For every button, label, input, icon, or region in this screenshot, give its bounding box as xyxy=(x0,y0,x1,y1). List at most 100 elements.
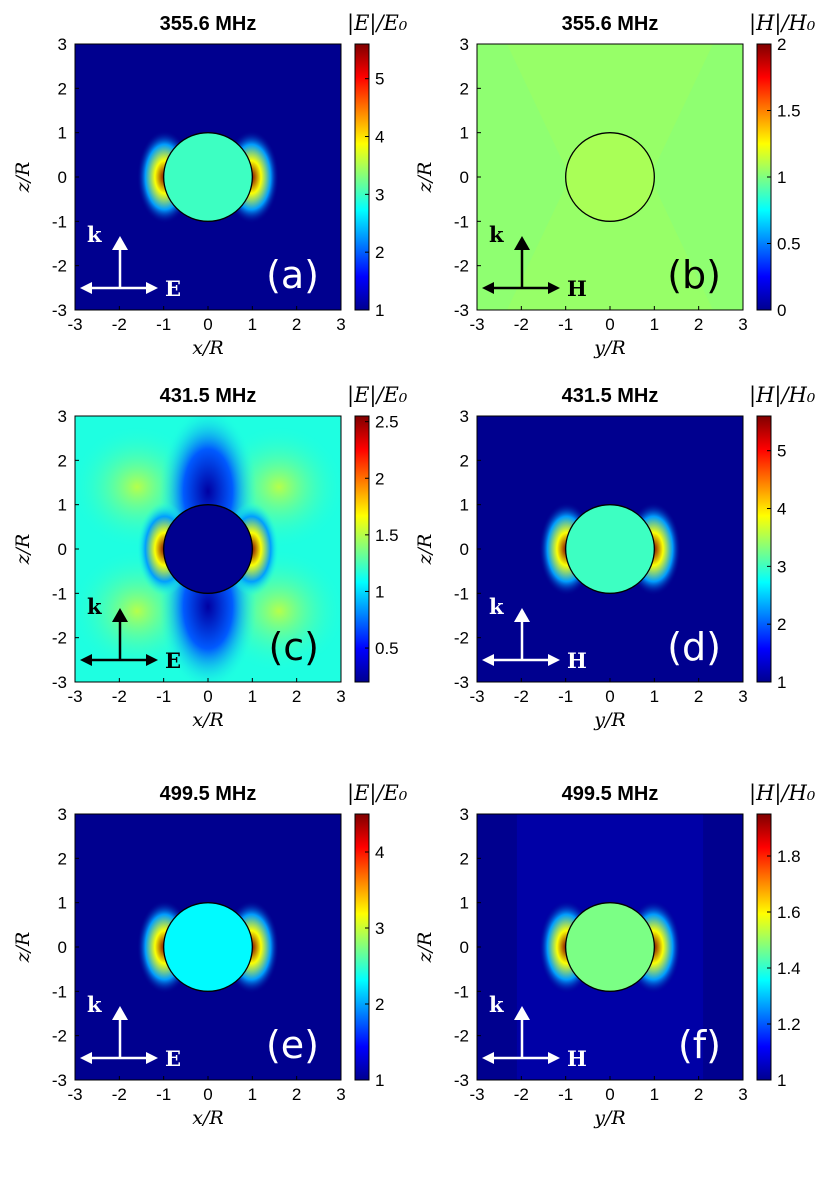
y-tick-label: 0 xyxy=(460,938,469,957)
panel-letter: (e) xyxy=(266,1023,319,1067)
x-tick-label: 2 xyxy=(694,687,703,706)
colorbar-tick-label: 1 xyxy=(777,673,786,692)
panel-letter: (c) xyxy=(268,625,319,669)
panel-letter: (a) xyxy=(266,253,319,297)
x-tick-label: 3 xyxy=(336,687,345,706)
colorbar-tick-label: 5 xyxy=(375,70,384,89)
panel-letter: (b) xyxy=(667,253,721,297)
x-tick-label: -2 xyxy=(112,1085,127,1104)
y-tick-label: 1 xyxy=(58,894,67,913)
colorbar-tick-label: 1 xyxy=(777,168,786,187)
y-tick-label: 2 xyxy=(460,79,469,98)
x-tick-label: -3 xyxy=(67,687,82,706)
field-arrow-head-left xyxy=(80,1052,92,1064)
direction-arrows: kE xyxy=(80,222,181,301)
y-tick-label: 3 xyxy=(460,35,469,54)
x-tick-label: 0 xyxy=(203,315,212,334)
y-tick-label: -1 xyxy=(52,584,67,603)
colorbar-tick-label: 4 xyxy=(375,128,384,147)
colorbar-quantity: |H|/H₀ xyxy=(749,383,816,408)
panel-title: 355.6 MHz xyxy=(160,13,257,35)
x-axis-label: y/R xyxy=(593,709,625,731)
y-axis-label: z/R xyxy=(414,534,436,566)
x-tick-label: 2 xyxy=(694,315,703,334)
y-tick-label: 0 xyxy=(460,168,469,187)
colorbar xyxy=(756,813,772,1081)
x-tick-label: -1 xyxy=(558,687,573,706)
panel-c: -3 -2 -1 0 1 2 3 3 2 1 0 -1 -2 -3 431.5 MHz |E|/E₀ x/R z/… xyxy=(12,383,408,731)
field-label: H xyxy=(567,276,587,301)
colorbar-tick-label: 0.5 xyxy=(375,639,399,658)
k-arrow-head xyxy=(514,1006,530,1020)
colorbar-tick-label: 1 xyxy=(777,1071,786,1090)
sphere-outline xyxy=(565,902,655,992)
colorbar-tick-label: 5 xyxy=(777,442,786,461)
x-tick-label: 3 xyxy=(336,315,345,334)
panel-b: -3 -2 -1 0 1 2 3 3 2 1 0 -1 -2 -3 355.6 MHz |H|/H₀ y/R z/… xyxy=(414,11,816,359)
colorbar-tick-label: 4 xyxy=(777,500,786,519)
sphere-outline xyxy=(565,504,655,594)
k-label: k xyxy=(489,594,504,619)
x-tick-label: -2 xyxy=(112,687,127,706)
y-tick-label: -3 xyxy=(454,301,469,320)
panel-title: 431.5 MHz xyxy=(160,385,257,407)
field-label: E xyxy=(165,1046,181,1071)
y-tick-label: 0 xyxy=(58,540,67,559)
panel-title: 431.5 MHz xyxy=(562,385,659,407)
colorbar-quantity: |H|/H₀ xyxy=(749,781,816,806)
x-tick-label: 1 xyxy=(650,1085,659,1104)
y-axis-label: z/R xyxy=(414,932,436,964)
x-tick-label: 0 xyxy=(203,687,212,706)
k-arrow-head xyxy=(112,1006,128,1020)
y-tick-label: 2 xyxy=(460,849,469,868)
x-tick-label: -1 xyxy=(558,315,573,334)
field-arrow-head-right xyxy=(548,1052,560,1064)
y-tick-label: -3 xyxy=(52,301,67,320)
x-axis-label: x/R xyxy=(192,709,223,731)
y-tick-label: 3 xyxy=(460,407,469,426)
colorbar-tick-label: 1 xyxy=(375,1071,384,1090)
y-tick-label: 1 xyxy=(58,124,67,143)
x-tick-label: -2 xyxy=(514,1085,529,1104)
x-tick-label: -1 xyxy=(156,687,171,706)
direction-arrows: kH xyxy=(482,594,587,673)
x-tick-label: -3 xyxy=(67,1085,82,1104)
y-axis-label: z/R xyxy=(12,162,34,194)
x-tick-label: 0 xyxy=(203,1085,212,1104)
sphere-outline xyxy=(163,902,253,992)
y-tick-label: 3 xyxy=(58,407,67,426)
y-tick-label: -2 xyxy=(52,629,67,648)
x-tick-label: -2 xyxy=(112,315,127,334)
x-tick-label: 0 xyxy=(605,315,614,334)
x-tick-label: 3 xyxy=(738,687,747,706)
colorbar-tick-label: 1.2 xyxy=(777,1015,801,1034)
y-tick-label: -2 xyxy=(52,1027,67,1046)
y-tick-label: 3 xyxy=(58,35,67,54)
x-axis-label: x/R xyxy=(192,1107,223,1129)
panel-a: -3 -2 -1 0 1 2 3 3 2 1 0 -1 -2 -3 355.6 MHz |E|/E₀ x/R z/… xyxy=(12,11,408,359)
panel-letter: (f) xyxy=(678,1023,721,1067)
x-axis-label: x/R xyxy=(192,337,223,359)
y-tick-label: 3 xyxy=(58,805,67,824)
field-label: E xyxy=(165,276,181,301)
colorbar-tick-label: 0 xyxy=(777,301,786,320)
colorbar-tick-label: 1.8 xyxy=(777,847,801,866)
x-tick-label: -3 xyxy=(469,687,484,706)
x-tick-label: -3 xyxy=(67,315,82,334)
panel-title: 499.5 MHz xyxy=(160,783,257,805)
x-axis-label: y/R xyxy=(593,1107,625,1129)
direction-arrows: kE xyxy=(80,992,181,1071)
y-tick-label: 1 xyxy=(460,496,469,515)
x-tick-label: -1 xyxy=(156,1085,171,1104)
k-label: k xyxy=(87,222,102,247)
direction-arrows: kH xyxy=(482,992,587,1071)
y-axis-label: z/R xyxy=(12,932,34,964)
panel-title: 355.6 MHz xyxy=(562,13,659,35)
field-arrow-head-right xyxy=(146,654,158,666)
y-tick-label: -1 xyxy=(454,982,469,1001)
sphere-outline xyxy=(163,504,253,594)
colorbar-tick-label: 3 xyxy=(375,185,384,204)
x-tick-label: 2 xyxy=(292,315,301,334)
field-label: E xyxy=(165,648,181,673)
k-label: k xyxy=(489,222,504,247)
